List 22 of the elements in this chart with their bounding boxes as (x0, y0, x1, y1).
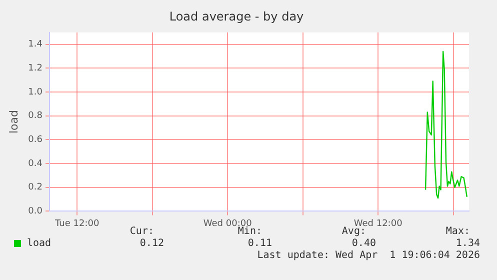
text: 0.40 (352, 238, 376, 249)
text: 0.12 (140, 238, 164, 249)
legend-label: load (27, 238, 52, 249)
y-tick-label: 0.4 (28, 158, 43, 169)
y-axis-title: load (7, 110, 20, 134)
chart-title: Load average - by day (169, 9, 304, 24)
text: 1.34 (456, 238, 480, 249)
text: Last update: Wed Apr 1 19:06:04 2026 (257, 250, 480, 261)
y-tick-label: 0.8 (28, 111, 43, 122)
y-tick-label: 1.0 (28, 87, 43, 98)
y-tick-label: 0.2 (28, 182, 43, 193)
text: Cur: (130, 226, 154, 237)
x-tick-label: Wed 12:00 (354, 218, 403, 229)
text: Avg: (342, 226, 366, 237)
text: Min: (238, 226, 262, 237)
y-tick-label: 1.4 (28, 40, 43, 50)
text: 0.11 (248, 238, 272, 249)
y-tick-label: 1.2 (28, 64, 43, 74)
y-tick-label: 0.0 (28, 206, 43, 217)
x-tick-label: Tue 12:00 (54, 218, 100, 229)
text: Max: (446, 226, 470, 237)
y-tick-label: 0.6 (28, 135, 43, 146)
